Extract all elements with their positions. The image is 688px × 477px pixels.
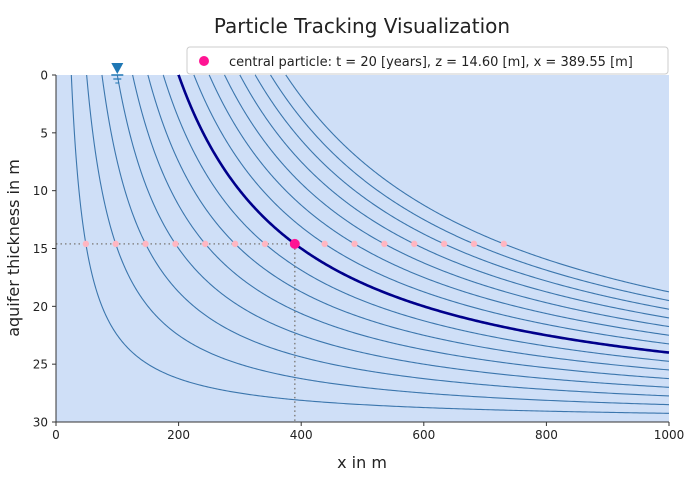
y-tick-label: 20 (33, 300, 48, 314)
particle (321, 240, 328, 248)
streamline (285, 74, 670, 293)
streamline (101, 74, 670, 397)
x-tick-label: 400 (290, 428, 313, 442)
particle (470, 240, 478, 248)
y-tick-label: 25 (33, 358, 48, 372)
particle (172, 240, 179, 248)
x-tick-label: 800 (535, 428, 558, 442)
particle (202, 240, 209, 248)
streamline (147, 74, 670, 371)
streamline (70, 75, 670, 414)
particle (411, 240, 418, 248)
x-tick-label: 600 (412, 428, 435, 442)
x-axis-ticks: 0 200 400 600 800 1000 (52, 422, 684, 442)
x-axis-label: x in m (337, 453, 387, 472)
particles (82, 238, 507, 249)
particle (261, 240, 269, 248)
particle (440, 240, 448, 248)
legend-box (186, 46, 669, 75)
y-tick-label: 5 (40, 126, 48, 140)
streamline (162, 74, 670, 362)
streamline (239, 74, 670, 319)
water-table-marker-icon (111, 63, 124, 84)
particle (112, 240, 119, 248)
y-tick-label: 15 (33, 242, 48, 256)
x-tick-label: 0 (52, 428, 60, 442)
particle (82, 240, 90, 248)
streamline (208, 74, 670, 336)
central-streamline (177, 74, 670, 354)
streamline (270, 74, 670, 302)
guide-lines (56, 243, 296, 422)
chart-title: Particle Tracking Visualization (214, 14, 510, 38)
particle (351, 240, 358, 248)
streamline (193, 74, 670, 345)
water-table-triangle (111, 63, 124, 74)
particle (500, 240, 507, 248)
particle (381, 240, 388, 248)
y-tick-label: 0 (40, 69, 48, 83)
particle (231, 240, 239, 248)
legend: central particle: t = 20 [years], z = 14… (186, 46, 669, 75)
streamline (254, 74, 670, 310)
central-particle (289, 238, 300, 249)
y-axis-ticks: 0 5 10 15 20 25 30 (33, 69, 56, 430)
streamline (116, 74, 670, 388)
streamline (224, 74, 670, 328)
streamline (132, 74, 670, 380)
streamline (86, 74, 670, 406)
particle (142, 240, 149, 248)
x-tick-label: 1000 (654, 428, 685, 442)
x-tick-label: 200 (167, 428, 190, 442)
y-axis-label: aquifer thickness in m (4, 159, 23, 337)
streamlines (70, 74, 670, 414)
legend-marker (199, 56, 209, 66)
legend-label: central particle: t = 20 [years], z = 14… (229, 55, 633, 70)
y-tick-label: 10 (33, 184, 48, 198)
y-tick-label: 30 (33, 416, 48, 430)
